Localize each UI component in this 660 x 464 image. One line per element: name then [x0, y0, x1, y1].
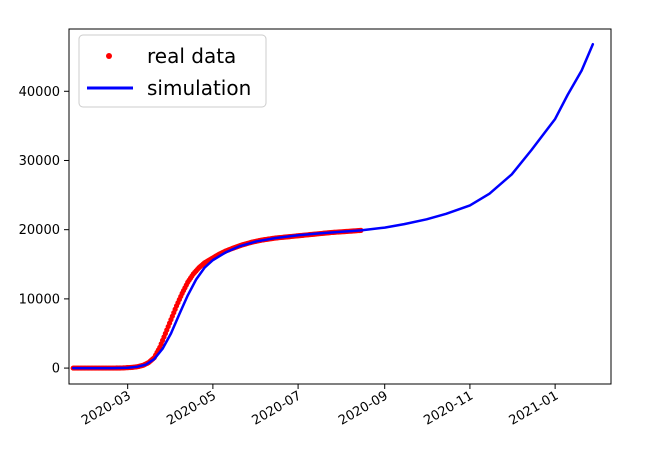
- legend-label-real-data: real data: [147, 44, 236, 68]
- y-tick-label: 10000: [19, 292, 60, 307]
- y-axis: 0 10000 20000 30000 40000: [19, 85, 69, 377]
- plot-frame: [68, 28, 612, 385]
- y-tick-label: 30000: [19, 154, 60, 169]
- legend-label-simulation: simulation: [147, 76, 251, 100]
- simulation-line: [71, 42, 595, 370]
- y-tick-label: 0: [52, 362, 60, 377]
- y-tick-label: 20000: [19, 223, 60, 238]
- legend: real data simulation: [78, 34, 267, 108]
- legend-marker-real-data: [106, 53, 112, 59]
- y-tick-label: 40000: [19, 85, 60, 100]
- data-layer: [70, 42, 595, 371]
